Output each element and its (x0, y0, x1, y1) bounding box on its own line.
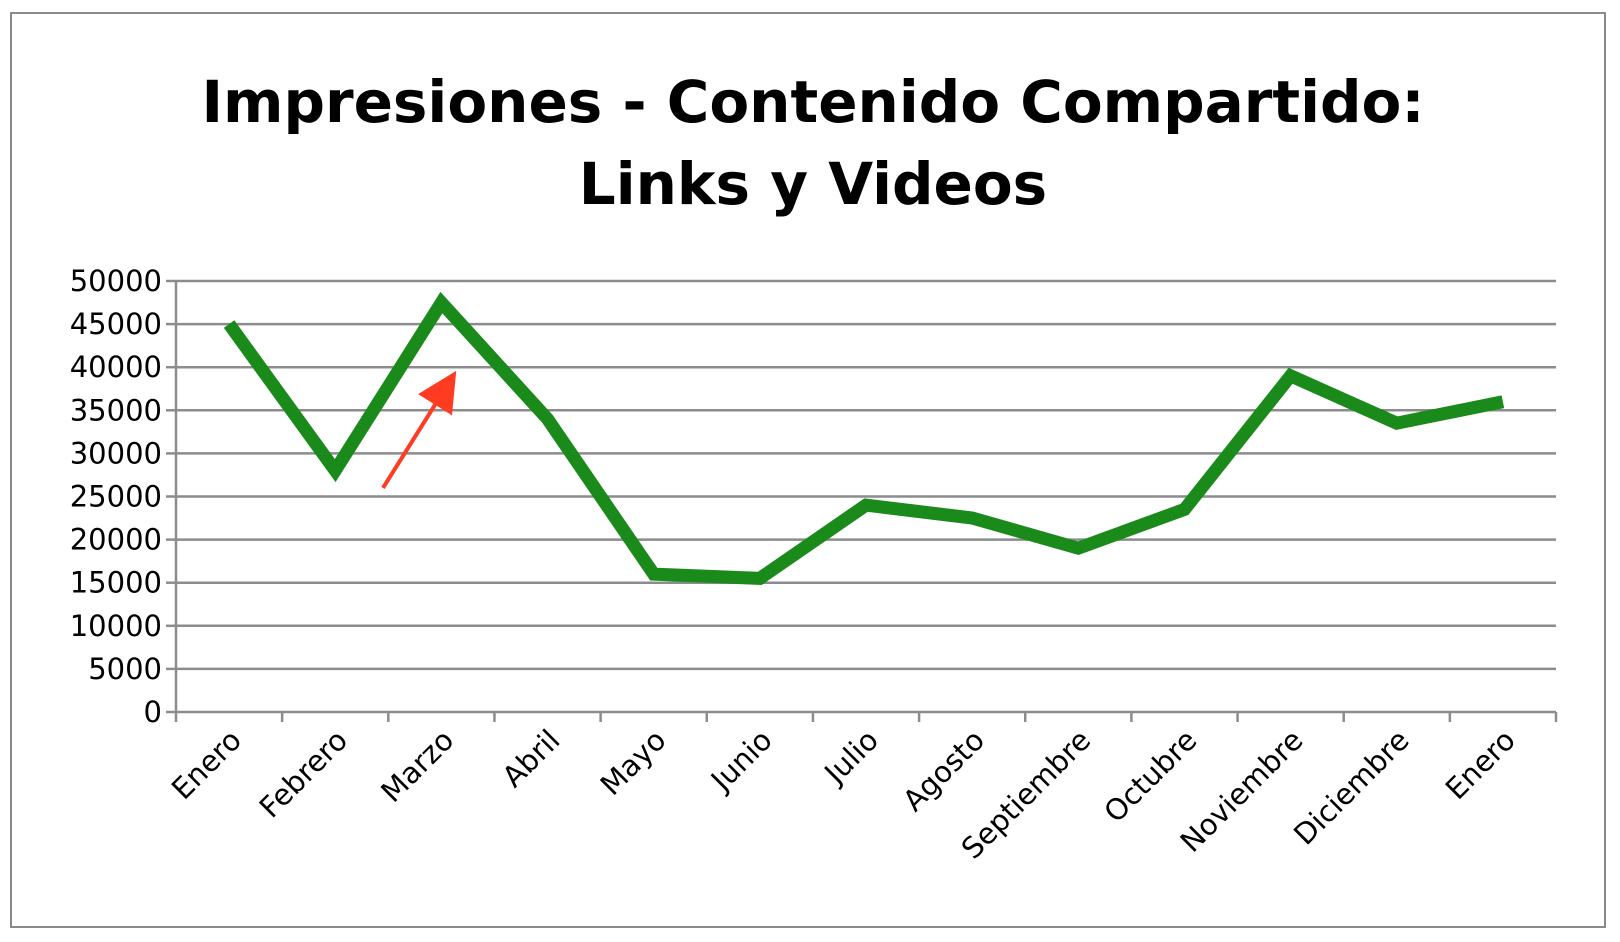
x-tick-label: Febrero (253, 723, 354, 824)
y-tick-label: 25000 (70, 480, 162, 514)
data-point (228, 323, 230, 325)
x-tick-label: Mayo (594, 723, 673, 802)
data-point (759, 577, 761, 579)
y-tick-label: 50000 (70, 264, 162, 298)
data-point (971, 517, 973, 519)
series-line-0 (223, 291, 1505, 585)
y-tick-label: 40000 (70, 350, 162, 384)
y-tick-label: 30000 (70, 436, 162, 470)
y-tick-label: 10000 (70, 609, 162, 643)
x-tick-label: Abril (496, 723, 567, 794)
y-tick-label: 5000 (88, 652, 162, 686)
data-point (653, 573, 655, 575)
chart-title-line-2: Links y Videos (579, 150, 1047, 218)
data-point (1502, 401, 1504, 403)
y-axis-tick-labels: 0 5000 10000 15000 20000 25000 30000 35000 40000… (70, 264, 162, 729)
annotation-layer (381, 370, 457, 489)
x-axis-tick-labels: Enero Febrero Marzo Abril Mayo Junio Julio Agos… (165, 723, 1522, 866)
y-tick-label: 35000 (70, 393, 162, 427)
x-tick-label: Enero (165, 723, 248, 806)
axes (166, 279, 1558, 722)
y-tick-label: 20000 (70, 523, 162, 557)
chart-title-line-1: Impresiones - Contenido Compartido: (201, 68, 1424, 136)
data-point (1077, 547, 1079, 549)
data-point (547, 418, 549, 420)
gridlines (176, 279, 1556, 671)
data-point (1396, 422, 1398, 424)
data-point (1290, 375, 1292, 377)
x-tick-label: Octubre (1097, 723, 1203, 829)
data-point (334, 470, 336, 472)
data-point (865, 504, 867, 506)
y-tick-label: 15000 (70, 566, 162, 600)
x-tick-label: Marzo (374, 723, 460, 809)
x-tick-label: Junio (703, 723, 779, 799)
x-tick-label: Julio (817, 723, 885, 791)
x-tick-label: Agosto (896, 723, 991, 818)
series-layer (223, 291, 1505, 585)
annotation-arrow (381, 370, 457, 489)
y-tick-label: 0 (144, 695, 162, 729)
data-point (1183, 508, 1185, 510)
x-tick-label: Enero (1439, 723, 1522, 806)
chart-frame (10, 12, 1606, 928)
x-tick-label: Diciembre (1287, 723, 1416, 852)
data-point (440, 302, 442, 304)
y-tick-label: 45000 (70, 307, 162, 341)
